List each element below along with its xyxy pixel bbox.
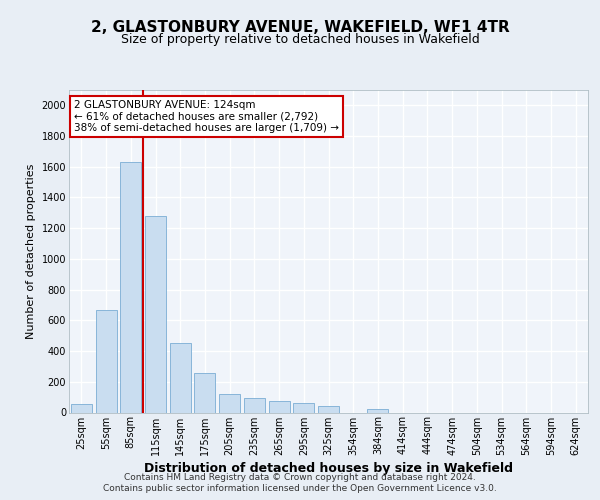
Bar bbox=[318, 406, 339, 412]
Bar bbox=[367, 408, 388, 412]
Bar bbox=[244, 398, 265, 412]
Bar bbox=[194, 374, 215, 412]
Bar bbox=[71, 404, 92, 412]
X-axis label: Distribution of detached houses by size in Wakefield: Distribution of detached houses by size … bbox=[144, 462, 513, 474]
Text: 2, GLASTONBURY AVENUE, WAKEFIELD, WF1 4TR: 2, GLASTONBURY AVENUE, WAKEFIELD, WF1 4T… bbox=[91, 20, 509, 35]
Bar bbox=[219, 394, 240, 412]
Text: Size of property relative to detached houses in Wakefield: Size of property relative to detached ho… bbox=[121, 32, 479, 46]
Text: Contains HM Land Registry data © Crown copyright and database right 2024.: Contains HM Land Registry data © Crown c… bbox=[124, 472, 476, 482]
Text: 2 GLASTONBURY AVENUE: 124sqm
← 61% of detached houses are smaller (2,792)
38% of: 2 GLASTONBURY AVENUE: 124sqm ← 61% of de… bbox=[74, 100, 339, 133]
Y-axis label: Number of detached properties: Number of detached properties bbox=[26, 164, 36, 339]
Bar bbox=[145, 216, 166, 412]
Text: Contains public sector information licensed under the Open Government Licence v3: Contains public sector information licen… bbox=[103, 484, 497, 493]
Bar bbox=[120, 162, 141, 412]
Bar bbox=[95, 310, 116, 412]
Bar bbox=[170, 344, 191, 412]
Bar bbox=[269, 401, 290, 412]
Bar bbox=[293, 404, 314, 412]
